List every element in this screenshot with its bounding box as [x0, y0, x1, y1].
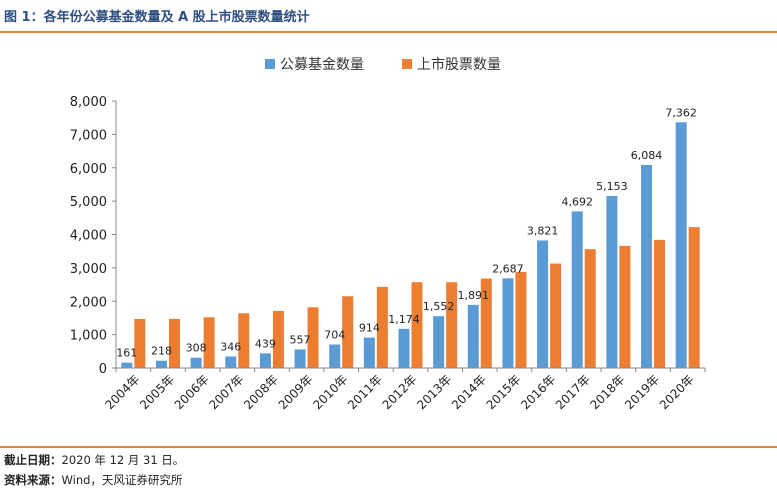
y-tick-label: 2,000 — [70, 295, 107, 310]
bar-fund — [259, 353, 271, 368]
data-label-fund: 557 — [290, 333, 311, 346]
bar-stock — [134, 318, 146, 368]
data-label-fund: 704 — [324, 329, 345, 342]
bar-fund — [537, 240, 549, 368]
x-tick-label: 2016年 — [518, 372, 558, 412]
bar-stock — [168, 318, 180, 368]
x-tick-label: 2013年 — [414, 372, 454, 412]
x-tick-label: 2011年 — [345, 372, 385, 412]
bar-stock — [480, 278, 492, 368]
bar-stock — [307, 307, 319, 368]
bar-fund — [398, 328, 410, 368]
x-tick-label: 2005年 — [137, 372, 177, 412]
x-tick-label: 2009年 — [276, 372, 316, 412]
bar-stock — [342, 296, 354, 368]
data-label-fund: 308 — [186, 342, 207, 355]
footer-date-line: 截止日期：2020 年 12 月 31 日。 — [4, 452, 184, 468]
bar-fund — [641, 164, 653, 368]
legend-label-fund: 公募基金数量 — [280, 56, 364, 73]
data-label-fund: 2,687 — [492, 262, 524, 275]
bar-stock — [688, 227, 700, 368]
bar-fund — [225, 356, 237, 368]
data-label-fund: 914 — [359, 321, 380, 334]
bar-fund — [190, 357, 202, 368]
x-tick-label: 2008年 — [241, 372, 281, 412]
bar-fund — [502, 278, 514, 368]
figure-title: 图 1：各年份公募基金数量及 A 股上市股票数量统计 — [4, 10, 310, 25]
bar-fund — [121, 362, 133, 368]
footer-source-label: 资料来源： — [4, 473, 62, 487]
bar-stock — [203, 317, 215, 368]
bar-stock — [584, 249, 596, 368]
footer-source-value: Wind，天风证券研究所 — [61, 473, 183, 487]
bar-stock — [654, 239, 666, 368]
bar-stock — [619, 245, 631, 368]
x-tick-label: 2006年 — [172, 372, 212, 412]
footer-date-label: 截止日期： — [4, 453, 62, 467]
data-label-fund: 4,692 — [561, 195, 593, 208]
data-label-fund: 6,084 — [631, 149, 663, 162]
data-label-fund: 5,153 — [596, 180, 628, 193]
bar-fund — [467, 304, 479, 368]
x-tick-label: 2015年 — [484, 372, 524, 412]
x-tick-label: 2020年 — [657, 372, 697, 412]
footer-source-line: 资料来源：Wind，天风证券研究所 — [4, 472, 182, 488]
bar-fund — [155, 360, 167, 368]
data-label-fund: 161 — [116, 347, 137, 360]
bar-fund — [294, 349, 306, 368]
bar-stock — [515, 271, 527, 368]
bar-stock — [550, 263, 562, 368]
x-tick-label: 2007年 — [206, 372, 246, 412]
y-tick-label: 7,000 — [70, 128, 107, 143]
bar-fund — [363, 337, 375, 368]
bar-stock — [446, 282, 458, 368]
bar-fund — [675, 122, 687, 369]
bar-fund — [571, 211, 583, 368]
x-tick-label: 2004年 — [102, 372, 142, 412]
x-tick-label: 2014年 — [449, 372, 489, 412]
bottom-divider — [0, 446, 777, 448]
data-label-fund: 1,174 — [388, 313, 420, 326]
y-tick-label: 1,000 — [70, 329, 107, 344]
data-label-fund: 1,891 — [458, 289, 490, 302]
bar-stock — [411, 282, 423, 368]
x-tick-label: 2019年 — [622, 372, 662, 412]
x-tick-label: 2010年 — [310, 372, 350, 412]
y-axis: 0 1,000 2,000 3,000 4,000 5,000 6,000 7,000 8,00… — [70, 95, 117, 377]
data-label-fund: 218 — [151, 345, 172, 358]
bar-fund — [329, 344, 341, 368]
footer-date-value: 2020 年 12 月 31 日。 — [61, 453, 185, 467]
x-tick-label: 2017年 — [553, 372, 593, 412]
data-label-fund: 346 — [220, 340, 241, 353]
x-tick-label: 2018年 — [588, 372, 628, 412]
y-tick-label: 3,000 — [70, 262, 107, 277]
y-tick-label: 8,000 — [70, 95, 107, 110]
bar-stock — [272, 310, 284, 368]
data-label-fund: 3,821 — [527, 224, 559, 237]
legend-swatch-stock — [402, 59, 412, 69]
y-tick-label: 5,000 — [70, 195, 107, 210]
bar-stock — [238, 313, 250, 368]
data-label-fund: 7,362 — [665, 106, 697, 119]
legend-swatch-fund — [265, 59, 275, 69]
legend-label-stock: 上市股票数量 — [417, 56, 501, 73]
bar-chart: 公募基金数量 上市股票数量 0 1,000 2,000 3,000 4,000 5,000… — [70, 56, 706, 412]
bar-stock — [376, 286, 388, 368]
legend: 公募基金数量 上市股票数量 — [265, 56, 501, 73]
data-label-fund: 439 — [255, 337, 276, 350]
data-label-fund: 1,552 — [423, 300, 455, 313]
x-tick-label: 2012年 — [380, 372, 420, 412]
top-divider — [0, 31, 777, 33]
bar-fund — [606, 196, 618, 368]
y-tick-label: 4,000 — [70, 229, 107, 244]
y-tick-label: 0 — [99, 362, 107, 377]
y-tick-label: 6,000 — [70, 162, 107, 177]
bar-fund — [433, 316, 445, 368]
x-axis: 2004年2005年2006年2007年2008年2009年2010年2011年… — [102, 367, 706, 412]
